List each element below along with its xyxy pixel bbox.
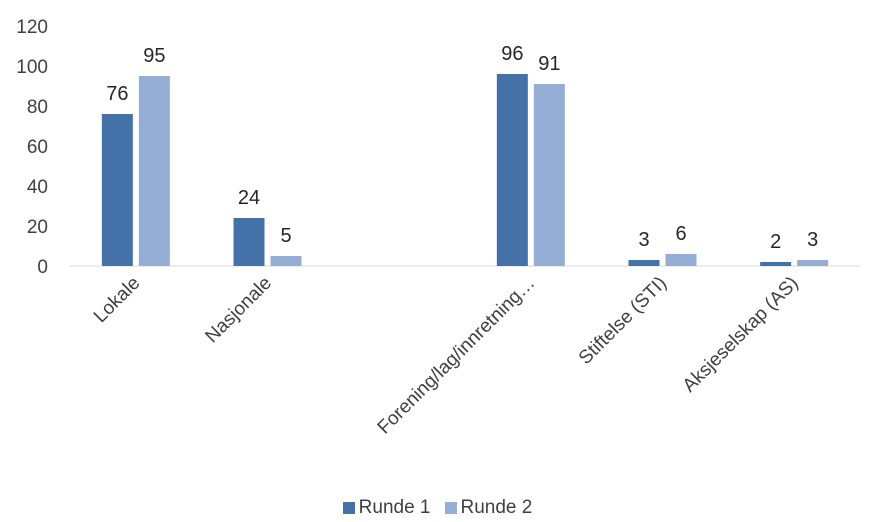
bar-chart: 0 20 40 60 80 100 120 76 95 24 5 96 91 3 6 2 3 Lokale Na… (16, 17, 860, 439)
y-tick-label: 120 (16, 17, 48, 38)
legend: Runde 1 Runde 2 (0, 497, 875, 519)
bar (270, 256, 302, 266)
category-label: Nasjonale (201, 273, 276, 348)
category-labels: Lokale Nasjonale Forening/lag/innretning… S… (90, 273, 803, 439)
data-label: 3 (638, 229, 649, 251)
data-label: 24 (238, 187, 260, 209)
legend-swatch-runde-1 (342, 502, 355, 514)
legend-label-runde-1: Runde 1 (358, 497, 431, 518)
bar (101, 114, 133, 266)
bar (533, 84, 565, 266)
y-tick-label: 60 (27, 137, 48, 158)
y-axis-ticks: 0 20 40 60 80 100 120 (16, 17, 48, 278)
data-labels: 76 95 24 5 96 91 3 6 2 3 (106, 43, 818, 253)
bar (628, 260, 660, 266)
category-label: Forening/lag/innretning… (374, 273, 540, 439)
legend-item-runde-1: Runde 1 (342, 497, 431, 519)
y-tick-label: 20 (27, 217, 48, 238)
bar (760, 262, 792, 266)
data-label: 2 (770, 231, 781, 253)
data-label: 91 (538, 53, 560, 75)
data-label: 3 (807, 229, 818, 251)
bar (665, 254, 697, 266)
y-tick-label: 100 (16, 57, 48, 78)
legend-label-runde-2: Runde 2 (460, 497, 533, 518)
bars (101, 74, 829, 266)
y-tick-label: 40 (27, 177, 48, 198)
bar (797, 260, 829, 266)
category-label: Aksjeselskap (AS) (679, 273, 803, 397)
bar (233, 218, 265, 266)
data-label: 6 (675, 223, 686, 245)
data-label: 5 (280, 225, 291, 247)
data-label: 76 (106, 83, 128, 105)
bar (496, 74, 528, 266)
category-label: Lokale (90, 273, 144, 327)
category-label: Stiftelse (STI) (575, 273, 671, 369)
data-label: 95 (143, 45, 165, 67)
legend-item-runde-2: Runde 2 (444, 497, 533, 519)
legend-swatch-runde-2 (444, 502, 457, 514)
y-tick-label: 0 (37, 257, 48, 278)
y-tick-label: 80 (27, 97, 48, 118)
data-label: 96 (501, 43, 523, 65)
bar (138, 76, 170, 266)
